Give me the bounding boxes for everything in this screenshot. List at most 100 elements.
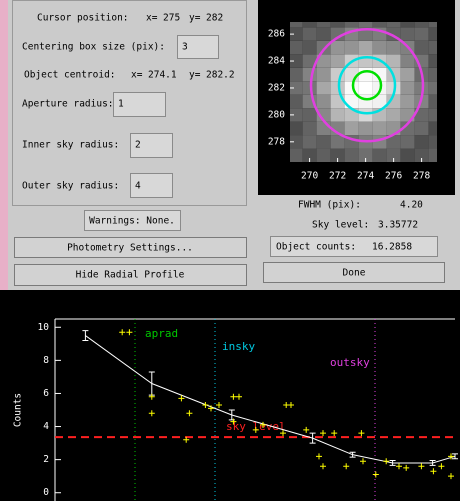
image-pixel	[317, 81, 331, 94]
image-pixel	[331, 41, 345, 54]
image-pixel	[401, 95, 415, 108]
image-pixel	[359, 41, 373, 54]
centering-value: 3	[182, 42, 188, 53]
image-pixel	[289, 149, 303, 162]
image-pixel	[317, 122, 331, 135]
image-pixel	[401, 81, 415, 94]
centering-label: Centering box size (pix):	[22, 42, 165, 53]
cursor-x-label: x=	[146, 13, 158, 24]
image-pixel	[401, 149, 415, 162]
inner-sky-label: Inner sky radius:	[22, 140, 119, 151]
image-pixel	[331, 81, 345, 94]
radius-marker-label: aprad	[145, 327, 178, 340]
done-button-label: Done	[343, 268, 366, 279]
plot-background	[0, 290, 460, 501]
image-y-tick-label: 286	[268, 29, 285, 40]
cursor-y: 282	[206, 13, 223, 24]
photometry-window: Cursor position: x= 275 y= 282 Centering…	[0, 0, 460, 501]
counts-label: Object counts:	[276, 242, 356, 253]
image-pixel	[331, 108, 345, 121]
y-tick-label: 4	[43, 421, 49, 432]
image-pixel	[401, 135, 415, 148]
image-pixel	[317, 68, 331, 81]
image-pixel	[289, 95, 303, 108]
image-pixel	[373, 149, 387, 162]
image-pixel	[317, 41, 331, 54]
image-pixel	[345, 41, 359, 54]
warnings: Warnings: None.	[89, 216, 175, 227]
fwhm-label: FWHM (pix):	[298, 200, 361, 211]
image-pixel	[303, 27, 317, 40]
centroid-x: 274.1	[148, 70, 177, 81]
image-pixel	[401, 68, 415, 81]
centroid-label: Object centroid:	[24, 70, 116, 81]
image-pixel	[289, 68, 303, 81]
image-pixel	[387, 41, 401, 54]
image-pixel	[345, 122, 359, 135]
outer-sky-value: 4	[135, 181, 141, 192]
image-pixel	[359, 122, 373, 135]
image-pixel	[359, 81, 373, 94]
y-axis-label: Counts	[13, 393, 24, 427]
image-pixel	[415, 41, 429, 54]
image-pixels	[275, 0, 457, 175]
image-pixel	[415, 122, 429, 135]
image-x-tick-label: 272	[329, 171, 346, 182]
image-pixel	[345, 149, 359, 162]
image-pixel	[303, 41, 317, 54]
sky-label: Sky level:	[312, 220, 369, 231]
image-pixel	[303, 81, 317, 94]
image-pixel	[317, 95, 331, 108]
settings-button-label: Photometry Settings...	[67, 243, 193, 254]
fwhm-value: 4.20	[400, 200, 423, 211]
image-x-tick-label: 274	[357, 171, 374, 182]
image-pixel	[331, 54, 345, 67]
y-tick-label: 6	[43, 388, 49, 399]
image-pixel	[317, 135, 331, 148]
image-pixel	[303, 122, 317, 135]
image-pixel	[373, 41, 387, 54]
image-pixel	[415, 27, 429, 40]
image-pixel	[401, 54, 415, 67]
image-pixel	[373, 122, 387, 135]
counts-value: 16.2858	[372, 242, 412, 253]
image-x-tick-label: 276	[385, 171, 402, 182]
image-y-tick-label: 278	[268, 136, 285, 147]
image-x-tick-label: 270	[301, 171, 318, 182]
desktop-edge	[0, 0, 8, 300]
image-y-tick-label: 284	[268, 56, 285, 67]
aperture-label: Aperture radius:	[22, 99, 114, 110]
image-pixel	[415, 135, 429, 148]
cursor-label: Cursor position:	[37, 13, 129, 24]
image-pixel	[331, 135, 345, 148]
radius-marker-label: insky	[222, 340, 255, 353]
image-y-tick-label: 280	[268, 109, 285, 120]
image-pixel	[317, 27, 331, 40]
image-pixel	[317, 149, 331, 162]
outer-sky-label: Outer sky radius:	[22, 181, 119, 192]
cursor-x: 275	[163, 13, 180, 24]
image-pixel	[387, 108, 401, 121]
image-pixel	[289, 41, 303, 54]
y-tick-label: 8	[43, 355, 49, 366]
image-pixel	[359, 108, 373, 121]
aperture-value: 1	[118, 99, 124, 110]
image-pixel	[401, 27, 415, 40]
image-pixel	[303, 135, 317, 148]
y-tick-label: 2	[43, 454, 49, 465]
image-y-tick-label: 282	[268, 82, 285, 93]
cursor-y-label: y=	[189, 13, 201, 24]
image-x-tick-label: 278	[413, 171, 430, 182]
centroid-y-label: y=	[189, 70, 201, 81]
sky-value: 3.35772	[378, 220, 418, 231]
image-pixel	[359, 68, 373, 81]
inner-sky-value: 2	[135, 140, 141, 151]
y-tick-label: 0	[43, 487, 49, 498]
centroid-x-label: x=	[131, 70, 143, 81]
image-pixel	[303, 108, 317, 121]
y-tick-label: 10	[38, 322, 50, 333]
image-pixel	[303, 68, 317, 81]
image-pixel	[289, 122, 303, 135]
radius-marker-label: outsky	[330, 356, 370, 369]
centroid-y: 282.2	[206, 70, 235, 81]
